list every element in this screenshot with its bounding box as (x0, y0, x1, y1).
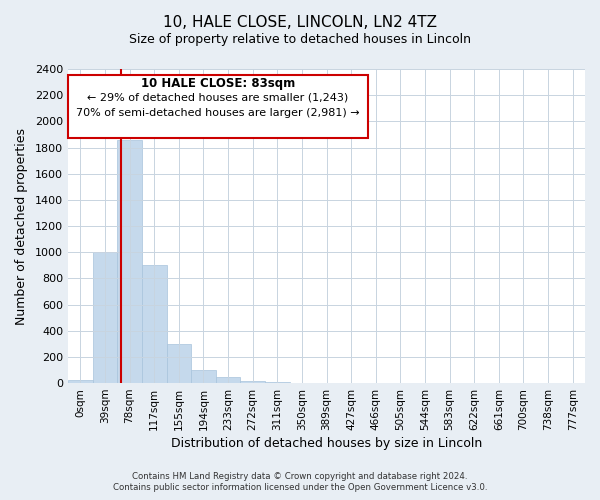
Bar (216, 377, 241, 383)
Bar (241, 381, 265, 383)
Bar (117, 140, 142, 383)
Bar (167, 344, 191, 383)
Bar (92, 252, 117, 383)
Text: Size of property relative to detached houses in Lincoln: Size of property relative to detached ho… (129, 32, 471, 46)
Text: ← 29% of detached houses are smaller (1,243): ← 29% of detached houses are smaller (1,… (88, 92, 349, 102)
Bar (68, 380, 92, 383)
Text: Contains HM Land Registry data © Crown copyright and database right 2024.: Contains HM Land Registry data © Crown c… (132, 472, 468, 481)
X-axis label: Distribution of detached houses by size in Lincoln: Distribution of detached houses by size … (171, 437, 482, 450)
Y-axis label: Number of detached properties: Number of detached properties (15, 128, 28, 324)
Text: Contains public sector information licensed under the Open Government Licence v3: Contains public sector information licen… (113, 484, 487, 492)
Bar (191, 370, 216, 383)
Text: 10 HALE CLOSE: 83sqm: 10 HALE CLOSE: 83sqm (141, 77, 295, 90)
Text: 70% of semi-detached houses are larger (2,981) →: 70% of semi-detached houses are larger (… (76, 108, 360, 118)
Bar (265, 382, 290, 383)
Bar (142, 266, 167, 383)
Text: 10, HALE CLOSE, LINCOLN, LN2 4TZ: 10, HALE CLOSE, LINCOLN, LN2 4TZ (163, 15, 437, 30)
FancyBboxPatch shape (68, 76, 368, 138)
